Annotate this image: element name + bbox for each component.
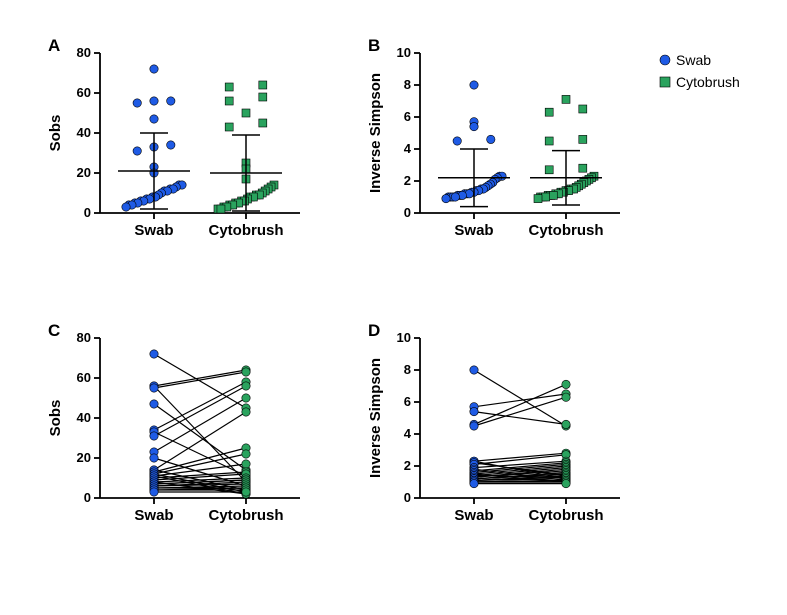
ytick-label: 2 [404,173,411,188]
legend: Swab Cytobrush [660,52,740,90]
panel-C: C 0 20 40 60 80 Sobs Swab Cytobrush [47,321,300,524]
legend-marker [660,55,670,65]
legend-label: Cytobrush [676,74,740,90]
y-axis-title: Sobs [47,115,64,152]
ytick-label: 20 [77,450,91,465]
ytick-label: 6 [404,109,411,124]
ytick-label: 8 [404,362,411,377]
y-axis-title: Inverse Simpson [367,73,384,193]
ytick-label: 60 [77,85,91,100]
ytick-label: 0 [84,205,91,220]
x-category-label: Cytobrush [209,222,284,239]
x-category-label: Swab [454,222,493,239]
ytick-label: 8 [404,77,411,92]
figure-root: A020406080SobsSwabCytobrushB0246810Inver… [20,20,787,595]
panel-B: B 0 2 4 6 8 10 Inverse Simpson Swab Cytobrush [367,36,620,239]
x-category-label: Swab [134,507,173,524]
ytick-label: 4 [404,426,412,441]
ytick-label: 10 [397,45,411,60]
ytick-label: 4 [404,141,412,156]
ytick-label: 80 [77,45,91,60]
y-axis-title: Sobs [47,400,64,437]
ytick-label: 40 [77,125,91,140]
panel-D: D 0 2 4 6 8 10 Inverse Simpson Swab Cytobrush [367,321,620,524]
legend-marker [660,77,670,87]
ytick-label: 2 [404,458,411,473]
ytick-label: 20 [77,165,91,180]
ytick-label: 10 [397,330,411,345]
figure-svg: A020406080SobsSwabCytobrushB0246810Inver… [20,20,787,595]
x-category-label: Cytobrush [529,507,604,524]
panel-label: C [48,321,60,340]
ytick-label: 40 [77,410,91,425]
legend-label: Swab [676,52,711,68]
x-category-label: Swab [134,222,173,239]
ytick-label: 0 [404,490,411,505]
ytick-label: 80 [77,330,91,345]
ytick-label: 60 [77,370,91,385]
panel-label: D [368,321,380,340]
ytick-label: 0 [84,490,91,505]
panel-label: A [48,36,60,55]
panel-A: A 0 20 40 60 80 Sobs Swab Cytobrush [47,36,300,239]
ytick-label: 0 [404,205,411,220]
x-category-label: Cytobrush [529,222,604,239]
panel-label: B [368,36,380,55]
y-axis-title: Inverse Simpson [367,358,384,478]
x-category-label: Swab [454,507,493,524]
x-category-label: Cytobrush [209,507,284,524]
ytick-label: 6 [404,394,411,409]
